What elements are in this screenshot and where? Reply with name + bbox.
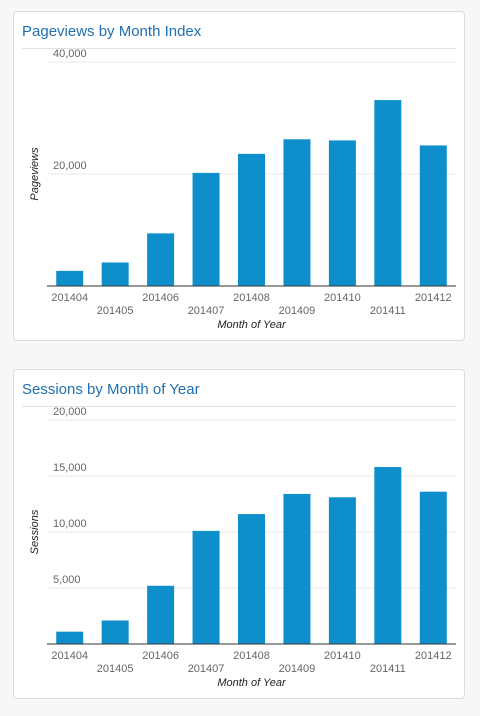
bar-201406	[147, 586, 174, 644]
bar-201408	[238, 154, 265, 286]
sessions-bar-chart: 5,000 10,000 15,000 20,000 201404 201405 20140…	[14, 370, 466, 700]
y-tick-label: 20,000	[53, 406, 87, 418]
y-axis-title: Sessions	[29, 509, 41, 554]
x-tick-label: 201412	[415, 292, 452, 304]
bar-201410	[329, 140, 356, 286]
bar-201409	[283, 494, 310, 644]
bar-201404	[56, 271, 83, 286]
x-tick-label: 201405	[97, 305, 134, 317]
x-tick-label: 201409	[279, 663, 316, 675]
bar-201411	[374, 100, 401, 286]
y-tick-label: 40,000	[53, 48, 87, 60]
x-tick-label: 201410	[324, 292, 361, 304]
x-axis-title: Month of Year	[217, 319, 287, 331]
x-tick-label: 201404	[51, 650, 88, 662]
bar-201406	[147, 233, 174, 286]
bar-201410	[329, 497, 356, 644]
bar-201407	[193, 531, 220, 644]
bar-201404	[56, 632, 83, 644]
y-tick-label: 15,000	[53, 462, 87, 474]
x-axis-title: Month of Year	[217, 677, 287, 689]
pageviews-bar-chart: 20,000 40,000 201404 201405 201406 201407 2014…	[14, 12, 466, 342]
x-tick-label: 201404	[51, 292, 88, 304]
x-tick-label: 201411	[370, 663, 406, 675]
bar-201409	[283, 139, 310, 286]
y-tick-label: 20,000	[53, 160, 87, 172]
x-tick-label: 201412	[415, 650, 452, 662]
bar-201412	[420, 145, 447, 286]
sessions-panel: Sessions by Month of Year 5,000 10,000 15,…	[13, 369, 465, 699]
x-tick-label: 201407	[188, 663, 225, 675]
x-tick-label: 201405	[97, 663, 134, 675]
pageviews-panel: Pageviews by Month Index 20,000 40,000 201…	[13, 11, 465, 341]
x-tick-label: 201410	[324, 650, 361, 662]
x-tick-label: 201407	[188, 305, 225, 317]
bar-201405	[102, 262, 129, 286]
bar-201405	[102, 620, 129, 644]
bar-201408	[238, 514, 265, 644]
x-tick-label: 201406	[142, 292, 179, 304]
bar-201407	[193, 173, 220, 286]
y-tick-label: 5,000	[53, 574, 81, 586]
x-tick-label: 201408	[233, 292, 270, 304]
bar-201411	[374, 467, 401, 644]
y-tick-label: 10,000	[53, 518, 87, 530]
x-tick-label: 201408	[233, 650, 270, 662]
x-tick-label: 201406	[142, 650, 179, 662]
x-tick-label: 201411	[370, 305, 406, 317]
y-axis-title: Pageviews	[29, 147, 41, 201]
bar-201412	[420, 492, 447, 644]
x-tick-label: 201409	[279, 305, 316, 317]
